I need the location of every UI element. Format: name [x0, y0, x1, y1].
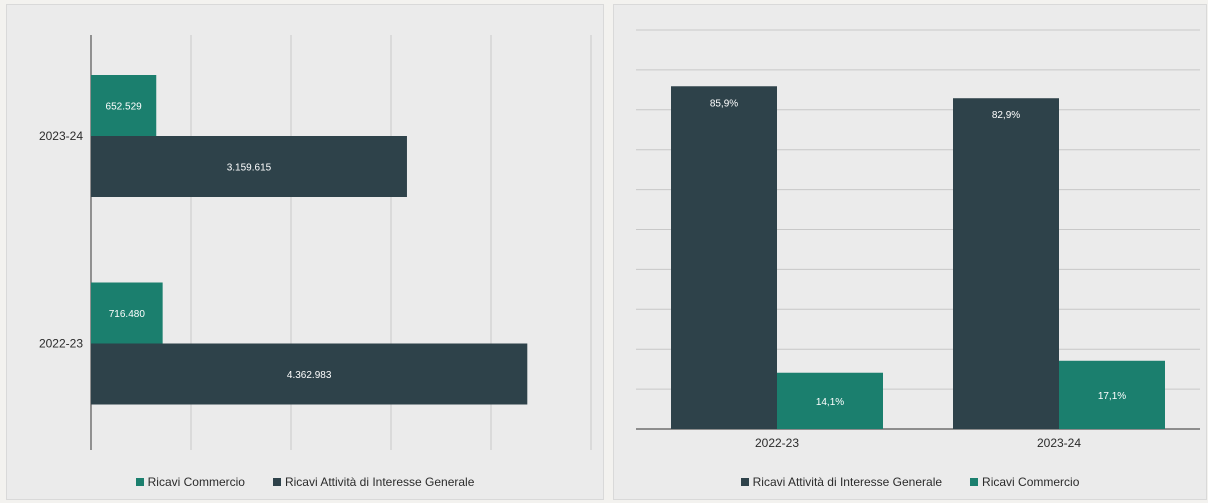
bar [91, 136, 407, 197]
legend-label: Ricavi Commercio [147, 475, 245, 489]
legend-item-commercio: Ricavi Commercio [970, 475, 1079, 489]
legend-item-interesse: Ricavi Attività di Interesse Generale [272, 475, 475, 489]
bar [91, 282, 163, 344]
legend-swatch-interesse [740, 478, 749, 486]
legend-label: Ricavi Attività di Interesse Generale [752, 475, 943, 489]
data-label: 4.362.983 [287, 370, 332, 381]
legend-swatch-commercio [970, 478, 979, 486]
chart-left-legend: Ricavi Commercio Ricavi Attività di Inte… [7, 475, 603, 489]
category-tick-label: 2023-24 [39, 129, 83, 143]
category-tick-label: 2023-24 [1037, 436, 1081, 450]
chart-left-panel: 652.529 3.159.615 2023-24 716.480 4.362.983 2… [6, 4, 604, 500]
data-label: 652.529 [106, 102, 143, 113]
bar [777, 372, 883, 429]
category-tick-label: 2022-23 [755, 436, 799, 450]
legend-swatch-commercio [135, 478, 144, 486]
data-label: 82,9% [992, 110, 1020, 121]
bar [91, 75, 157, 136]
data-label: 3.159.615 [227, 163, 272, 174]
bar [671, 86, 777, 429]
data-label: 85,9% [710, 98, 738, 109]
legend-item-interesse: Ricavi Attività di Interesse Generale [740, 475, 943, 489]
chart-left-plot: 652.529 3.159.615 2023-24 716.480 4.362.983 2… [39, 35, 592, 450]
data-label: 14,1% [816, 397, 844, 408]
chart-right-plot: 85,9% 14,1% 2022-23 82,9% 17,1% 2023-24 [636, 29, 1200, 450]
legend-swatch-interesse [272, 478, 281, 486]
legend-label: Ricavi Commercio [982, 475, 1080, 489]
data-label: 716.480 [109, 309, 146, 320]
bar [91, 343, 528, 405]
category-tick-label: 2022-23 [39, 337, 83, 351]
chart-right-panel: 85,9% 14,1% 2022-23 82,9% 17,1% 2023-24 Ricav… [613, 4, 1207, 500]
data-label: 17,1% [1098, 391, 1126, 402]
bar [953, 98, 1059, 429]
legend-label: Ricavi Attività di Interesse Generale [284, 475, 475, 489]
bar [1059, 360, 1165, 429]
legend-item-commercio: Ricavi Commercio [135, 475, 245, 489]
chart-right-legend: Ricavi Attività di Interesse Generale Ri… [614, 475, 1206, 489]
